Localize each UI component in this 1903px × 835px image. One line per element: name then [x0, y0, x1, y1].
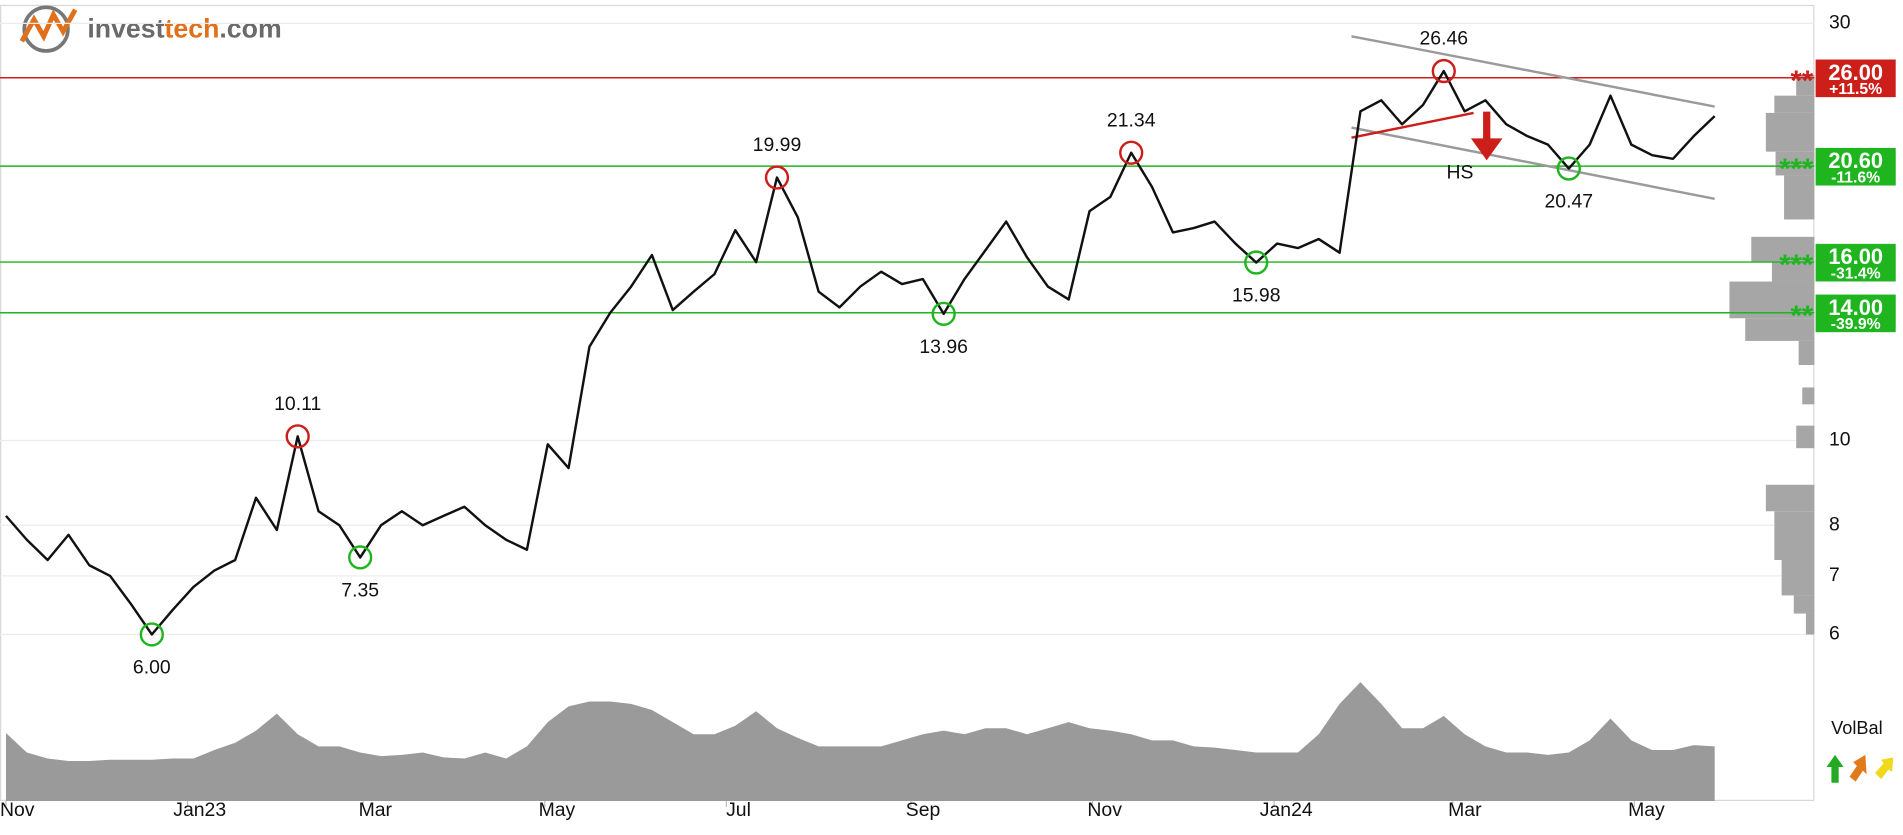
extreme-marker — [1431, 58, 1456, 84]
level-change: +11.5% — [1829, 81, 1882, 98]
volbal-arrow — [1849, 754, 1867, 782]
extreme-marker — [285, 424, 310, 449]
extreme-label: 6.00 — [133, 657, 171, 679]
trend-line — [1351, 111, 1474, 139]
x-tick-label: Nov — [1087, 799, 1122, 821]
y-tick-label: 6 — [1829, 623, 1840, 645]
y-tick-label: 10 — [1829, 429, 1851, 451]
x-tick-label: Nov — [0, 799, 35, 821]
logo-text: investtech.com — [87, 13, 281, 43]
level-change: -11.6% — [1831, 169, 1880, 186]
extreme-label: 15.98 — [1232, 285, 1281, 307]
volume-profile-bar — [1775, 151, 1815, 176]
extreme-marker — [931, 301, 956, 326]
volume-profile-bar — [1774, 511, 1815, 561]
extreme-label: 26.46 — [1419, 28, 1468, 50]
level-box — [1815, 59, 1896, 98]
level-stars: *** — [1779, 250, 1814, 282]
extreme-marker — [1556, 156, 1581, 181]
volume-profile-bar — [1745, 318, 1815, 341]
pattern-label: HS — [1447, 162, 1474, 184]
x-tick-label: Mar — [1448, 799, 1482, 821]
volume-profile-bar — [1796, 74, 1815, 96]
trend-line — [1351, 126, 1715, 201]
volume-profile-bar — [1765, 112, 1815, 152]
level-stars: ** — [1791, 65, 1814, 97]
level-change: -31.4% — [1831, 265, 1881, 282]
extreme-marker — [139, 622, 164, 647]
volume-profile-bar — [1796, 425, 1815, 449]
volume-profile-bar — [1771, 262, 1815, 282]
x-tick-label: Jan24 — [1260, 799, 1313, 821]
x-tick-label: Sep — [906, 799, 941, 821]
level-stars: ** — [1791, 300, 1814, 332]
level-box — [1815, 243, 1896, 282]
level-box — [1815, 147, 1896, 186]
level-box — [1815, 294, 1896, 333]
extreme-marker — [1119, 140, 1144, 165]
sell-arrow — [1470, 111, 1503, 161]
extreme-marker — [1244, 250, 1269, 275]
logo-part: tech — [165, 13, 220, 43]
x-tick-label: Mar — [359, 799, 393, 821]
volbal-arrow — [1826, 754, 1844, 783]
volume-profile-bar — [1774, 95, 1815, 113]
x-tick-label: Jan23 — [173, 799, 226, 821]
volume-profile-bar — [1793, 595, 1815, 614]
extreme-marker — [348, 545, 373, 570]
y-tick-label: 7 — [1829, 564, 1840, 586]
x-tick-label: Jul — [726, 799, 751, 821]
volume-area — [5, 682, 1715, 802]
level-value: 16.00 — [1828, 244, 1883, 269]
logo-part: invest — [87, 13, 164, 43]
logo-part: .com — [219, 13, 281, 43]
level-value: 26.00 — [1828, 60, 1883, 85]
extreme-label: 13.96 — [919, 336, 968, 358]
logo-ring — [22, 5, 70, 53]
y-tick-label: 8 — [1829, 513, 1840, 535]
plot-frame — [0, 4, 1815, 802]
plot-layer: 6 7 8 10 30 Nov Jan23 Mar May Jul Sep Nov Jan24 Mar Ma… — [0, 12, 1896, 821]
volume-profile-bar — [1805, 613, 1815, 635]
level-change: -39.9% — [1831, 316, 1881, 333]
x-tick-label: May — [1628, 799, 1665, 821]
extreme-label: 10.11 — [274, 393, 321, 415]
extreme-label: 7.35 — [341, 580, 379, 602]
volume-profile-bar — [1765, 484, 1815, 512]
extreme-label: 19.99 — [753, 134, 802, 156]
level-stars: *** — [1779, 154, 1814, 186]
volume-profile-bar — [1784, 175, 1815, 220]
extreme-marker — [764, 165, 790, 190]
extreme-label: 20.47 — [1545, 191, 1594, 213]
volume-label: VolBal — [1831, 718, 1883, 738]
volume-profile-bar — [1802, 387, 1815, 405]
price-line — [5, 69, 1716, 636]
x-tick-label: May — [539, 799, 576, 821]
y-tick-label: 30 — [1829, 12, 1851, 34]
logo: investtech.com — [19, 5, 282, 53]
extreme-label: 21.34 — [1107, 109, 1156, 131]
volume-profile-bar — [1751, 236, 1815, 263]
volbal-arrow — [1875, 757, 1894, 780]
level-value: 20.60 — [1828, 148, 1883, 173]
volume-profile-bar — [1781, 560, 1815, 596]
volume-profile-bar — [1798, 340, 1815, 366]
trend-line — [1351, 35, 1715, 108]
level-value: 14.00 — [1828, 295, 1883, 320]
